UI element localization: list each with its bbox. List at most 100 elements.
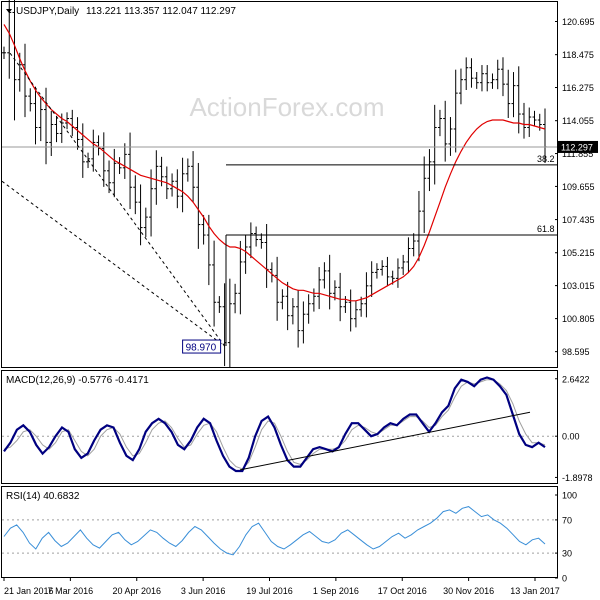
price-bar — [248, 222, 253, 259]
price-bar — [44, 87, 49, 165]
x-tick-label: 13 Jan 2017 — [510, 586, 560, 596]
price-bar — [422, 156, 427, 233]
price-y-tick-label: 120.695 — [562, 17, 595, 27]
price-bar — [38, 95, 43, 142]
rsi-y-tick-label: 100 — [562, 491, 577, 501]
price-bar — [479, 65, 484, 92]
x-tick-label: 21 Jan 2016 — [4, 586, 54, 596]
fib-62-label: 61.8 — [537, 224, 555, 234]
rsi-y-tick-label: 70 — [562, 515, 572, 525]
price-bar-series — [2, 0, 547, 368]
price-bar — [432, 104, 437, 185]
price-bar — [191, 151, 196, 203]
price-bar — [23, 43, 28, 118]
price-bar — [285, 281, 290, 331]
price-bar — [143, 207, 148, 238]
price-bar — [101, 132, 106, 187]
price-bar — [149, 169, 154, 237]
price-bar — [301, 301, 306, 344]
price-bar — [91, 129, 96, 172]
price-bar — [322, 262, 327, 289]
macd-y-tick-label: 2.6422 — [562, 374, 590, 384]
price-bar — [217, 296, 222, 313]
price-bar — [233, 283, 238, 314]
rsi-panel-frame — [1, 486, 558, 578]
price-bar — [395, 258, 400, 288]
price-bar — [327, 254, 332, 310]
price-bar — [495, 59, 500, 90]
x-tick-label: 1 Sep 2016 — [313, 586, 359, 596]
watermark-text: ActionForex.com — [189, 92, 384, 122]
price-bar — [112, 148, 117, 198]
price-bar — [500, 57, 505, 97]
price-bar — [138, 184, 143, 246]
price-bar — [427, 149, 432, 192]
price-y-tick-label: 100.805 — [562, 314, 595, 324]
price-bar — [416, 190, 421, 262]
price-y-tick-label: 103.015 — [562, 281, 595, 291]
price-bar — [516, 66, 521, 134]
symbol-timeframe-label: USDJPY,Daily — [16, 6, 79, 17]
chart-header: USDJPY,Daily 113.221 113.357 112.047 112… — [6, 6, 236, 17]
rsi-y-tick-label: 0 — [562, 574, 567, 584]
price-bar — [348, 289, 353, 332]
swing-low-label: 98.970 — [186, 343, 217, 354]
price-bar — [54, 115, 59, 143]
price-bar — [411, 233, 416, 257]
x-tick-label: 3 Jun 2016 — [181, 586, 226, 596]
price-bar — [201, 215, 206, 245]
price-bar — [65, 112, 70, 130]
ohlc-values-label: 113.221 113.357 112.047 112.297 — [86, 6, 236, 17]
price-bar — [133, 175, 138, 215]
macd-y-tick-label: -1.8978 — [562, 473, 593, 483]
price-bar — [485, 65, 490, 92]
price-bar — [490, 73, 495, 89]
price-bar — [290, 298, 295, 325]
price-bar — [170, 173, 175, 197]
price-y-tick-label: 109.655 — [562, 182, 595, 192]
price-bar — [122, 143, 127, 179]
price-bar — [401, 254, 406, 275]
price-bar — [254, 226, 259, 247]
rsi-line — [3, 506, 546, 556]
price-bar — [527, 107, 532, 137]
price-bar — [238, 240, 243, 315]
price-bar — [406, 237, 411, 274]
price-bar — [453, 69, 458, 153]
price-bar — [107, 160, 112, 194]
moving-average-line — [3, 24, 546, 302]
current-price-box — [558, 140, 598, 153]
price-bar — [511, 72, 516, 118]
price-bar — [469, 58, 474, 88]
price-bar — [212, 240, 217, 327]
price-bar — [185, 158, 190, 182]
price-bar — [227, 278, 232, 368]
price-y-tick-label: 116.275 — [562, 83, 594, 93]
price-y-tick-label: 118.475 — [562, 50, 594, 60]
price-bar — [259, 233, 264, 249]
price-bar — [385, 256, 390, 287]
price-bar — [280, 289, 285, 310]
rsi-y-tick-label: 30 — [562, 549, 572, 559]
price-bar — [380, 260, 385, 276]
price-bar — [521, 102, 526, 139]
price-bar — [296, 289, 301, 348]
rsi-series-group — [2, 506, 557, 556]
price-bar — [28, 88, 33, 112]
price-bar — [437, 109, 442, 137]
price-bar — [364, 272, 369, 318]
macd-title-label: MACD(12,26,9) -0.5776 -0.4171 — [6, 375, 149, 386]
price-bar — [474, 71, 479, 89]
price-bar — [180, 157, 185, 213]
price-bar — [2, 46, 6, 59]
price-bar — [359, 296, 364, 317]
price-bar — [306, 294, 311, 324]
price-bar — [275, 256, 280, 321]
x-tick-label: 30 Nov 2016 — [443, 586, 494, 596]
price-bar — [75, 117, 80, 150]
price-bar — [33, 86, 38, 145]
price-bar — [338, 272, 343, 322]
price-bar — [311, 288, 316, 312]
